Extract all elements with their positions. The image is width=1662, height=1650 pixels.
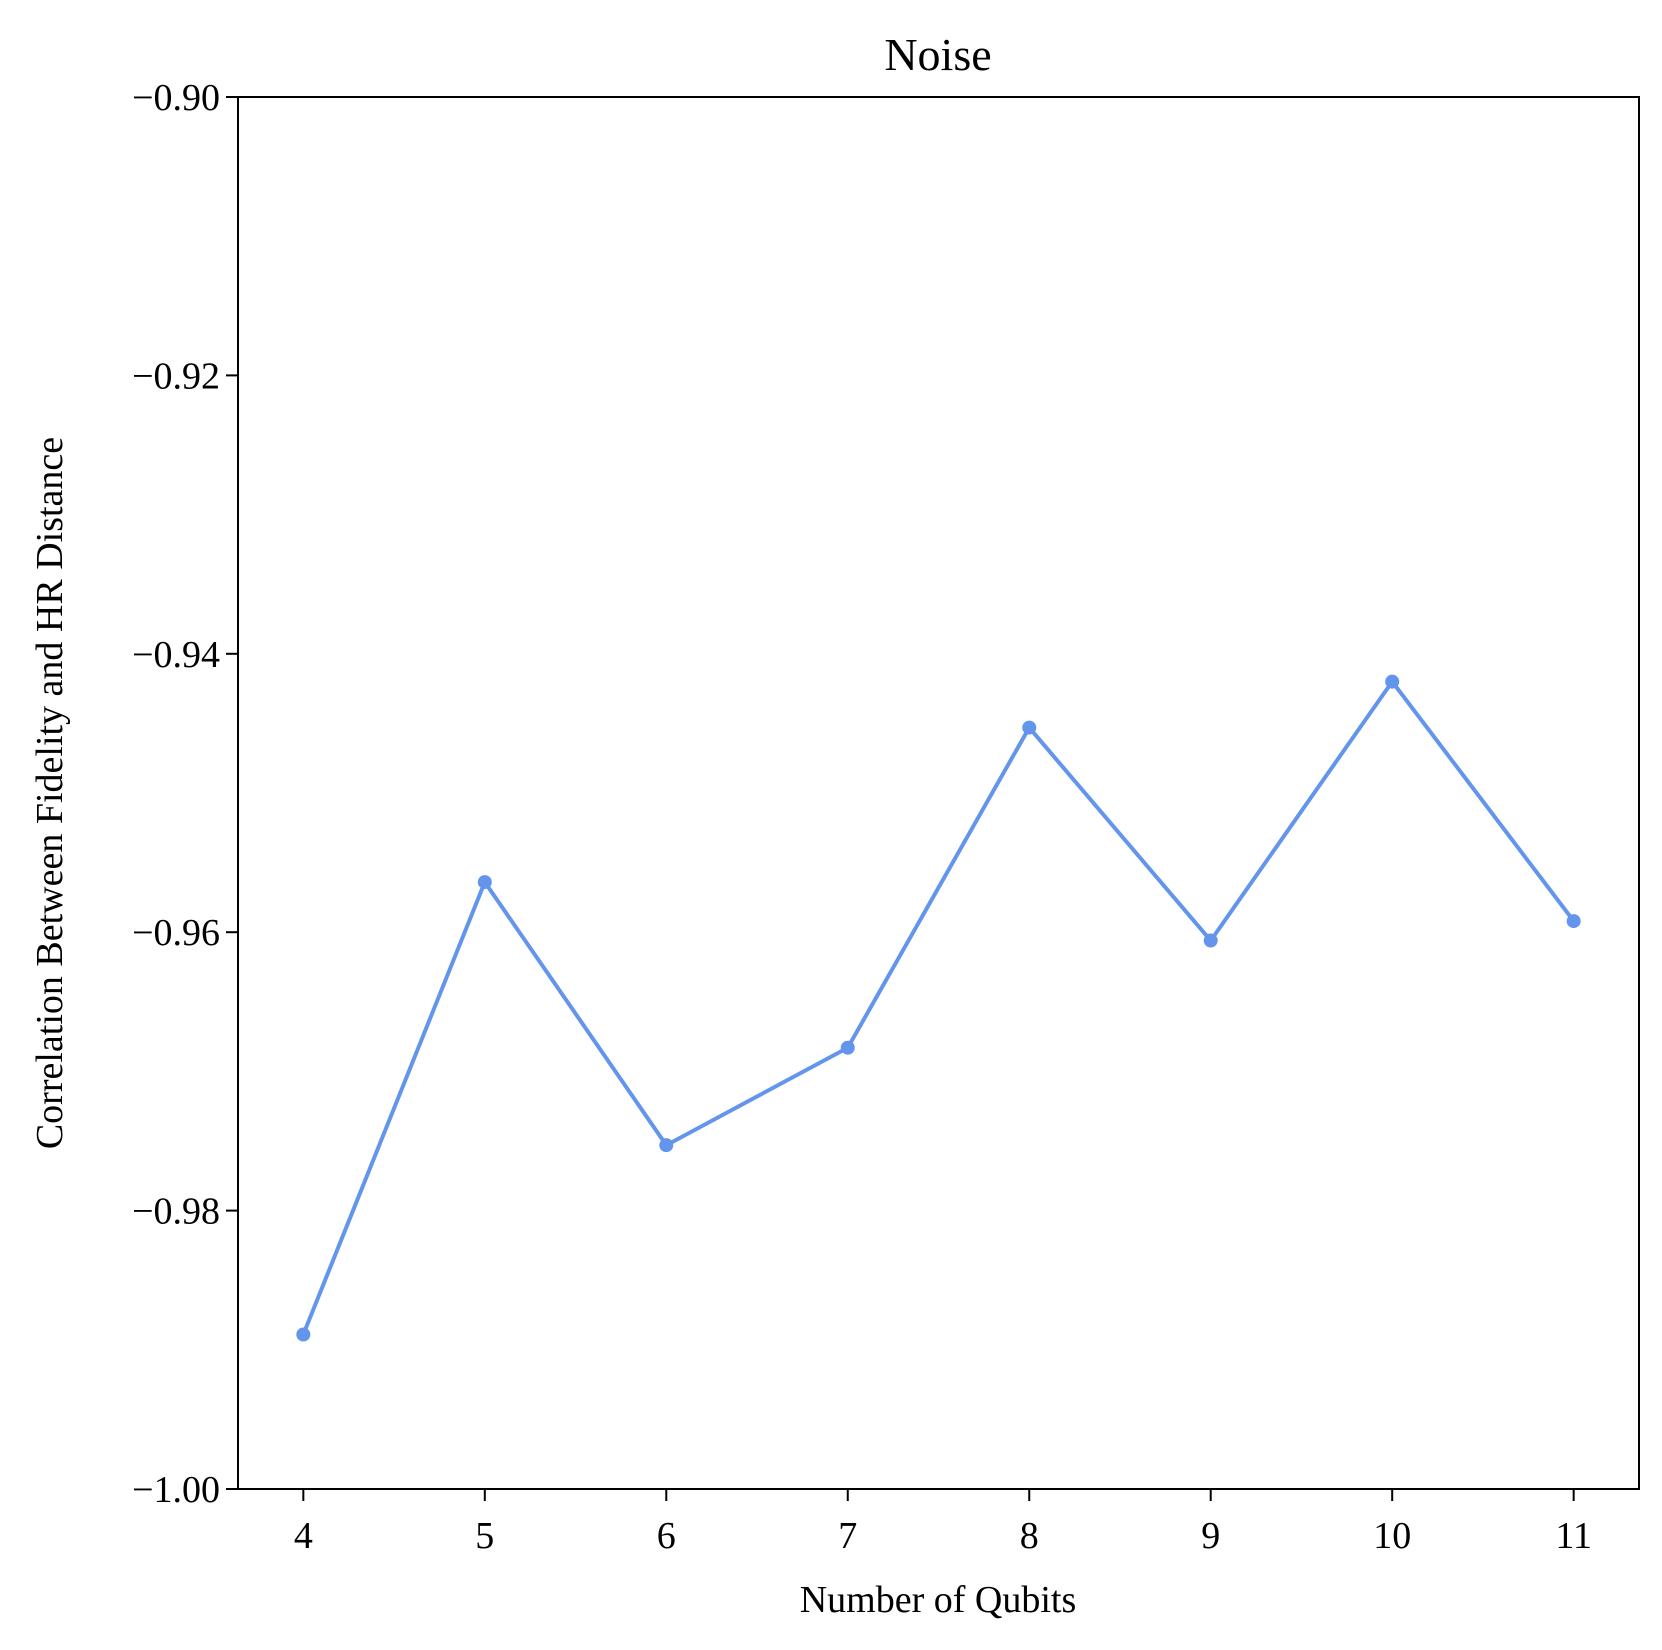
plot-frame	[237, 96, 1640, 1490]
y-axis-label: Correlation Between Fidelity and HR Dist…	[29, 437, 71, 1149]
data-point	[477, 875, 492, 890]
data-point	[1203, 933, 1218, 948]
data-point	[1022, 720, 1037, 735]
series-line	[301, 679, 1576, 1337]
x-tick-label: 7	[838, 1515, 857, 1557]
y-axis: −1.00 −0.98 −0.96 −0.94 −0.92 −0.90	[132, 77, 238, 1511]
y-tick-label: −0.96	[132, 912, 220, 954]
y-tick-label: −0.98	[132, 1191, 220, 1233]
x-tick-label: 11	[1555, 1515, 1592, 1557]
data-point	[659, 1138, 674, 1153]
x-tick-label: 5	[475, 1515, 494, 1557]
y-tick-label: −0.92	[132, 355, 220, 397]
x-axis-label: Number of Qubits	[800, 1579, 1077, 1621]
x-tick-label: 9	[1201, 1515, 1220, 1557]
x-tick-label: 10	[1373, 1515, 1411, 1557]
data-point	[840, 1040, 855, 1055]
y-tick-label: −1.00	[132, 1469, 220, 1511]
data-point	[1566, 914, 1581, 929]
series-layer	[296, 674, 1581, 1342]
x-axis: 4 5 6 7 8 9 10 11	[294, 1489, 1592, 1557]
chart-title: Noise	[884, 29, 991, 80]
x-tick-label: 4	[294, 1515, 313, 1557]
y-tick-label: −0.90	[132, 77, 220, 119]
data-point	[296, 1327, 311, 1342]
y-tick-label: −0.94	[132, 634, 220, 676]
data-point	[1385, 674, 1400, 689]
x-tick-label: 6	[657, 1515, 676, 1557]
x-tick-label: 8	[1020, 1515, 1039, 1557]
